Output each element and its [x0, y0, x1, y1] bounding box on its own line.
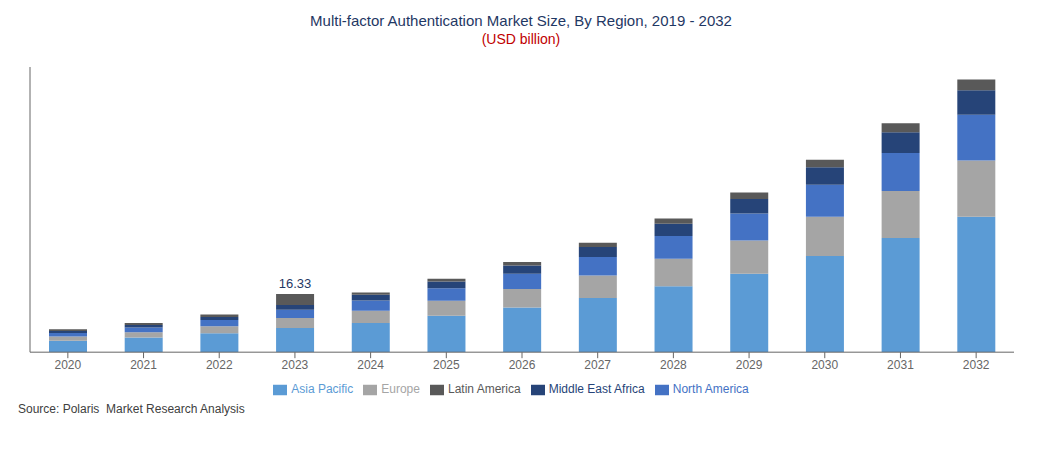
svg-text:2026: 2026 — [509, 358, 536, 372]
html-text:Europe: Europe — [381, 382, 420, 397]
html-text:Source: Polaris Market Researc: Source: Polaris Market Research Analysis — [18, 402, 245, 416]
svg-text:2021: 2021 — [130, 358, 157, 372]
svg-text:2031: 2031 — [887, 358, 914, 372]
html-text:Asia Pacific: Asia Pacific — [291, 382, 354, 397]
html-text:Latin America: Latin America — [448, 382, 521, 397]
svg-text:2022: 2022 — [206, 358, 233, 372]
html-text:(USD billion): (USD billion) — [481, 31, 561, 47]
svg-text:2029: 2029 — [736, 358, 763, 372]
svg-text:2027: 2027 — [584, 358, 611, 372]
svg-text:2020: 2020 — [54, 358, 81, 372]
html-text:Multi-factor Authentication Ma: Multi-factor Authentication Market Size,… — [310, 12, 732, 29]
html-text:North America: North America — [672, 382, 749, 397]
html-text:Middle East Africa: Middle East Africa — [548, 382, 645, 397]
svg-text:2032: 2032 — [963, 358, 990, 372]
svg-text:2024: 2024 — [357, 358, 384, 372]
svg-text:2030: 2030 — [811, 358, 838, 372]
svg-text:2025: 2025 — [433, 358, 460, 372]
svg-text:2023: 2023 — [282, 358, 309, 372]
svg-text:16.33: 16.33 — [279, 276, 312, 291]
svg-text:2028: 2028 — [660, 358, 687, 372]
